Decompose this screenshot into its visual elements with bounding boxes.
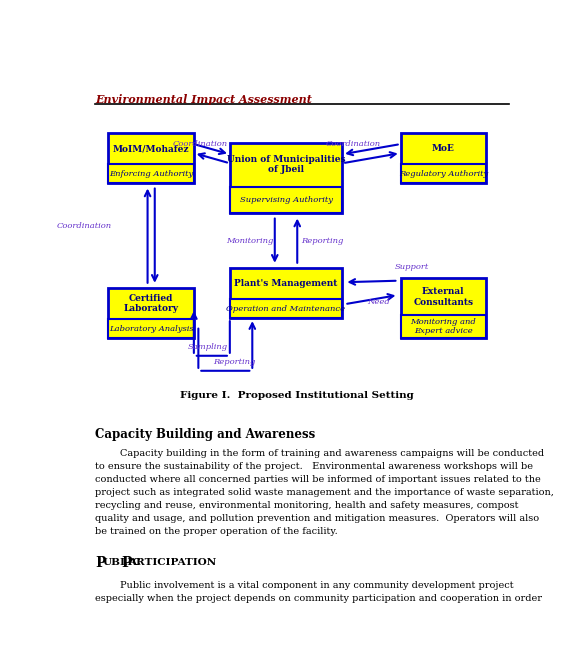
Text: Coordination: Coordination — [326, 140, 381, 148]
Text: MoE: MoE — [432, 144, 455, 153]
Text: Support: Support — [395, 263, 429, 271]
Text: project such as integrated solid waste management and the importance of waste se: project such as integrated solid waste m… — [95, 488, 554, 497]
Text: especially when the project depends on community participation and cooperation i: especially when the project depends on c… — [95, 593, 542, 603]
Text: conducted where all concerned parties will be informed of important issues relat: conducted where all concerned parties wi… — [95, 475, 541, 484]
Text: Capacity building in the form of training and awareness campaigns will be conduc: Capacity building in the form of trainin… — [95, 449, 544, 458]
FancyBboxPatch shape — [230, 187, 342, 213]
Text: P: P — [121, 556, 132, 571]
Text: Reporting: Reporting — [301, 237, 343, 244]
Text: Regulatory Authority: Regulatory Authority — [398, 170, 488, 177]
Text: Figure I.  Proposed Institutional Setting: Figure I. Proposed Institutional Setting — [180, 391, 414, 400]
Text: Reporting: Reporting — [213, 358, 256, 366]
FancyBboxPatch shape — [401, 315, 486, 338]
Text: MoIM/Mohafez: MoIM/Mohafez — [113, 144, 190, 153]
Text: Plant's Management: Plant's Management — [234, 280, 338, 288]
Text: Sampling: Sampling — [187, 343, 227, 351]
Text: UBLIC: UBLIC — [102, 558, 141, 567]
Text: Coordination: Coordination — [56, 222, 111, 229]
Text: External
Consultants: External Consultants — [414, 287, 473, 307]
FancyBboxPatch shape — [401, 278, 486, 338]
Text: Need: Need — [367, 298, 390, 306]
Text: P: P — [95, 556, 106, 571]
FancyBboxPatch shape — [230, 299, 342, 318]
Text: Public involvement is a vital component in any community development project: Public involvement is a vital component … — [95, 580, 514, 590]
FancyBboxPatch shape — [108, 319, 194, 338]
Text: Environmental Impact Assessment: Environmental Impact Assessment — [95, 94, 312, 105]
FancyBboxPatch shape — [108, 164, 194, 183]
FancyBboxPatch shape — [230, 143, 342, 213]
Text: ARTICIPATION: ARTICIPATION — [128, 558, 216, 567]
FancyBboxPatch shape — [401, 133, 486, 183]
FancyBboxPatch shape — [401, 164, 486, 183]
Text: Monitoring: Monitoring — [226, 237, 274, 244]
FancyBboxPatch shape — [108, 133, 194, 183]
Text: quality and usage, and pollution prevention and mitigation measures.  Operators : quality and usage, and pollution prevent… — [95, 514, 539, 523]
FancyBboxPatch shape — [108, 288, 194, 338]
Text: Union of Municipalities
of Jbeil: Union of Municipalities of Jbeil — [227, 155, 345, 174]
Text: to ensure the sustainability of the project.   Environmental awareness workshops: to ensure the sustainability of the proj… — [95, 462, 533, 471]
Text: recycling and reuse, environmental monitoring, health and safety measures, compo: recycling and reuse, environmental monit… — [95, 501, 519, 510]
Text: Supervising Authority: Supervising Authority — [240, 196, 332, 204]
Text: Monitoring and
Expert advice: Monitoring and Expert advice — [411, 318, 476, 335]
Text: Coordination: Coordination — [173, 140, 228, 148]
FancyBboxPatch shape — [230, 268, 342, 318]
Text: Operation and Maintenance: Operation and Maintenance — [226, 305, 346, 313]
Text: Certified
Laboratory: Certified Laboratory — [124, 294, 179, 313]
Text: Enforcing Authority: Enforcing Authority — [109, 170, 193, 177]
Text: be trained on the proper operation of the facility.: be trained on the proper operation of th… — [95, 527, 338, 536]
Text: Laboratory Analysis: Laboratory Analysis — [109, 325, 194, 333]
Text: Capacity Building and Awareness: Capacity Building and Awareness — [95, 428, 315, 441]
